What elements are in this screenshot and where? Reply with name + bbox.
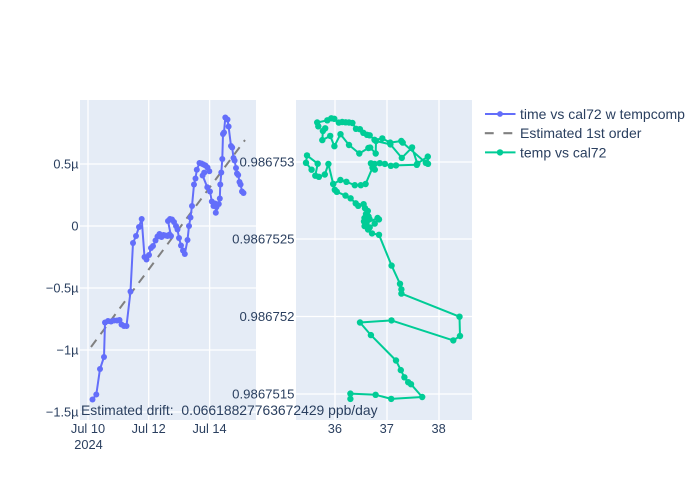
svg-text:0.9867515: 0.9867515 bbox=[232, 387, 294, 402]
svg-text:36: 36 bbox=[328, 421, 342, 436]
svg-text:37: 37 bbox=[380, 421, 394, 436]
svg-text:0.986753: 0.986753 bbox=[239, 155, 294, 170]
svg-text:Jul 10: Jul 10 bbox=[71, 421, 105, 436]
svg-text:0.5µ: 0.5µ bbox=[53, 157, 79, 172]
svg-text:−1.5µ: −1.5µ bbox=[46, 405, 79, 420]
svg-text:temp vs cal72: temp vs cal72 bbox=[520, 144, 607, 160]
svg-text:2024: 2024 bbox=[74, 437, 102, 452]
svg-text:−1µ: −1µ bbox=[57, 343, 80, 358]
svg-text:Jul 14: Jul 14 bbox=[193, 421, 227, 436]
svg-text:time vs cal72 w tempcomp: time vs cal72 w tempcomp bbox=[520, 106, 685, 122]
svg-text:0: 0 bbox=[71, 219, 78, 234]
svg-text:38: 38 bbox=[431, 421, 445, 436]
svg-text:0.9867525: 0.9867525 bbox=[232, 232, 294, 247]
svg-text:Estimated 1st order: Estimated 1st order bbox=[520, 125, 642, 141]
svg-text:Estimated drift: 0.0661882776: Estimated drift: 0.06618827763672429 ppb… bbox=[81, 402, 378, 418]
svg-text:Jul 12: Jul 12 bbox=[132, 421, 166, 436]
svg-text:−0.5µ: −0.5µ bbox=[46, 281, 79, 296]
svg-text:0.986752: 0.986752 bbox=[239, 309, 294, 324]
